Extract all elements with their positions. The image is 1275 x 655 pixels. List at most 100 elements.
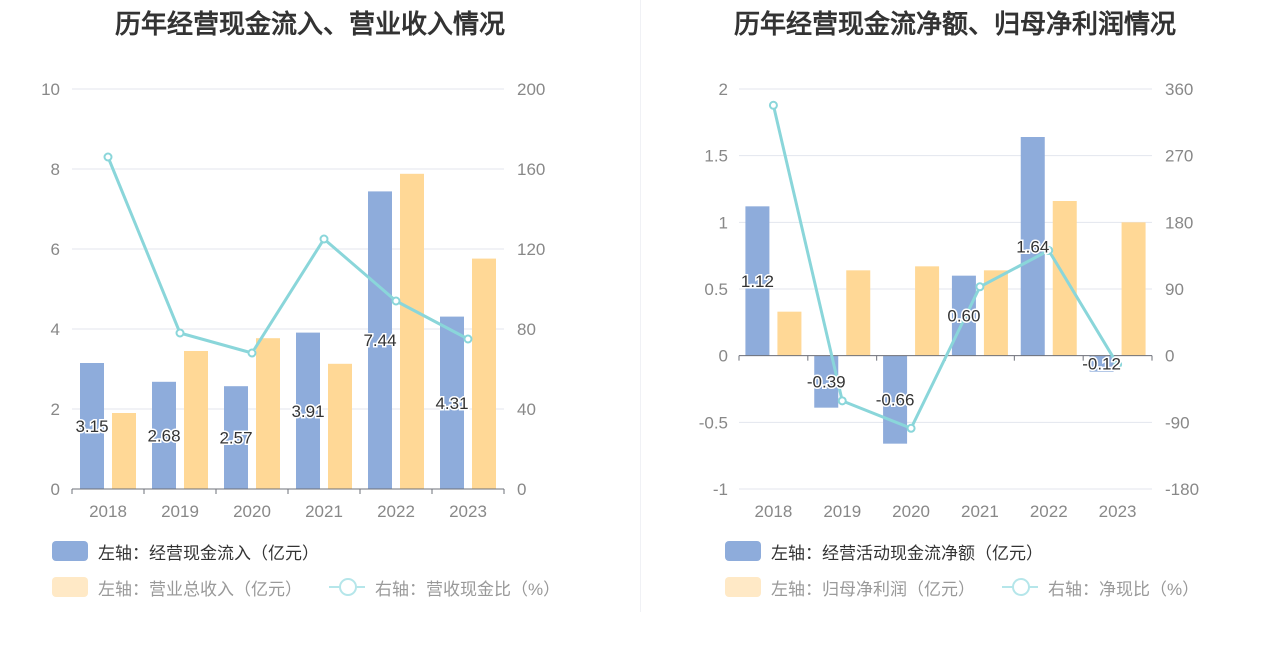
ratio-line <box>771 104 1119 430</box>
bar-2018 <box>112 413 136 489</box>
bar-2018 <box>80 363 104 489</box>
y-right-tick-label: 0 <box>1165 347 1174 366</box>
bar-2021 <box>328 363 352 489</box>
data-label-2019: 2.68 <box>147 426 180 445</box>
bar-2020 <box>256 338 280 489</box>
y-left-tick-label: 10 <box>41 80 60 99</box>
ratio-point-2022 <box>1044 245 1054 255</box>
y-right-tick-label: 80 <box>517 320 536 339</box>
legend-swatch <box>52 577 88 597</box>
bar-2023 <box>1089 355 1114 372</box>
y-right-tick-label: 0 <box>517 480 526 499</box>
chart-panel-right: 历年经营现金流净额、归母净利润情况 -1 -0.5 0 0.5 1 1.5 2 -180 -90… <box>640 0 1275 655</box>
ratio-point-2023 <box>1113 360 1123 370</box>
data-label-2021: 0.60 <box>947 307 980 326</box>
bar-2021 <box>951 275 976 356</box>
bar-2019 <box>184 351 208 489</box>
legend-label: 左轴：经营现金流入（亿元） <box>98 543 319 563</box>
bar-2018 <box>777 311 802 356</box>
ratio-point-2020 <box>247 348 257 358</box>
chart-title: 历年经营现金流净额、归母净利润情况 <box>733 9 1176 39</box>
y-right-tick-label: 360 <box>1165 80 1193 99</box>
chart-title: 历年经营现金流入、营业收入情况 <box>114 9 505 39</box>
ratio-point-2022 <box>391 296 401 306</box>
y-left-tick-label: 6 <box>51 240 60 259</box>
bar-2018 <box>745 206 770 356</box>
legend-item-net-cash-flow[interactable]: 左轴：经营活动现金流净额（亿元） <box>725 538 1043 564</box>
ratio-point-2018 <box>768 100 778 110</box>
y-left-tick-label: 1 <box>719 213 728 232</box>
panel-divider <box>640 0 641 612</box>
bar-2020 <box>224 386 248 489</box>
bar-2023 <box>1121 222 1146 356</box>
x-tick-label: 2019 <box>161 502 199 521</box>
y-right-tick-label: 160 <box>517 160 545 179</box>
legend-item-revenue[interactable]: 左轴：营业总收入（亿元） <box>52 574 302 600</box>
data-label-2020: 2.57 <box>219 429 252 448</box>
bar-2022 <box>400 173 424 490</box>
x-tick-label: 2023 <box>1099 502 1137 521</box>
y-right-tick-label: 200 <box>517 80 545 99</box>
data-label-2020: -0.66 <box>876 391 915 410</box>
bar-2021 <box>296 332 320 489</box>
data-label-2018: 1.12 <box>741 272 774 291</box>
x-tick-label: 2022 <box>1030 502 1068 521</box>
x-tick-label: 2020 <box>892 502 930 521</box>
y-left-tick-label: 2 <box>719 80 728 99</box>
legend-label: 左轴：营业总收入（亿元） <box>98 579 302 599</box>
ratio-point-2019 <box>837 396 847 406</box>
y-left-tick-label: 8 <box>51 160 60 179</box>
bar-2020 <box>915 266 940 356</box>
data-label-2018: 3.15 <box>75 417 108 436</box>
y-right-tick-label: 120 <box>517 240 545 259</box>
data-label-2023: 4.31 <box>435 394 468 413</box>
bar-2021 <box>983 270 1008 356</box>
ratio-point-2020 <box>906 423 916 433</box>
legend-label: 右轴：净现比（%） <box>1048 579 1200 599</box>
x-tick-label: 2018 <box>755 502 793 521</box>
legend-item-cash-inflow[interactable]: 左轴：经营现金流入（亿元） <box>52 538 319 564</box>
x-tick-label: 2019 <box>823 502 861 521</box>
ratio-point-2018 <box>103 152 113 162</box>
bar-2019 <box>846 270 871 356</box>
y-right-tick-label: -90 <box>1165 413 1190 432</box>
y-left-tick-label: 4 <box>51 320 60 339</box>
y-left-tick-label: 2 <box>51 400 60 419</box>
bar-2022 <box>368 191 392 489</box>
legend-item-net-profit[interactable]: 左轴：归母净利润（亿元） <box>725 574 975 600</box>
y-right-tick-label: 90 <box>1165 280 1184 299</box>
x-tick-label: 2021 <box>961 502 999 521</box>
legend-label: 左轴：归母净利润（亿元） <box>771 579 975 599</box>
x-tick-label: 2022 <box>377 502 415 521</box>
x-tick-label: 2021 <box>305 502 343 521</box>
legend-line-swatch <box>1002 576 1038 598</box>
x-tick-label: 2018 <box>89 502 127 521</box>
y-left-tick-label: -0.5 <box>699 413 728 432</box>
legend-label: 左轴：经营活动现金流净额（亿元） <box>771 543 1043 563</box>
legend-item-ratio[interactable]: 右轴：营收现金比（%） <box>329 574 560 600</box>
chart-svg: -1 -0.5 0 0.5 1 1.5 2 -180 -90 0 90 180 270 360 2018 20… <box>699 80 1199 521</box>
legend-line-swatch <box>329 576 365 598</box>
y-left-tick-label: 0.5 <box>704 280 728 299</box>
ratio-point-2021 <box>975 282 985 292</box>
y-left-tick-label: 0 <box>51 480 60 499</box>
y-right-tick-label: 180 <box>1165 213 1193 232</box>
chart-panel-left: 历年经营现金流入、营业收入情况 0 2 4 6 8 10 0 40 80 120 160 200 201… <box>41 9 560 600</box>
bar-2019 <box>152 381 176 489</box>
data-label-2022: 7.44 <box>363 331 396 350</box>
legend-item-net-cash-ratio[interactable]: 右轴：净现比（%） <box>1002 574 1199 600</box>
ratio-point-2019 <box>175 328 185 338</box>
legend-swatch <box>725 541 761 561</box>
bar-2023 <box>440 316 464 489</box>
y-right-tick-label: -180 <box>1165 480 1199 499</box>
data-label-2019: -0.39 <box>807 373 846 392</box>
legend-swatch <box>52 541 88 561</box>
legend-label: 右轴：营收现金比（%） <box>375 579 561 599</box>
ratio-point-2023 <box>463 334 473 344</box>
bar-2022 <box>1020 137 1045 356</box>
y-left-tick-label: 1.5 <box>704 147 728 166</box>
data-label-2021: 3.91 <box>291 402 324 421</box>
chart-svg: 0 2 4 6 8 10 0 40 80 120 160 200 2018 2019 2020 2021 202… <box>41 80 545 521</box>
legend-swatch <box>725 577 761 597</box>
y-left-tick-label: -1 <box>713 480 728 499</box>
